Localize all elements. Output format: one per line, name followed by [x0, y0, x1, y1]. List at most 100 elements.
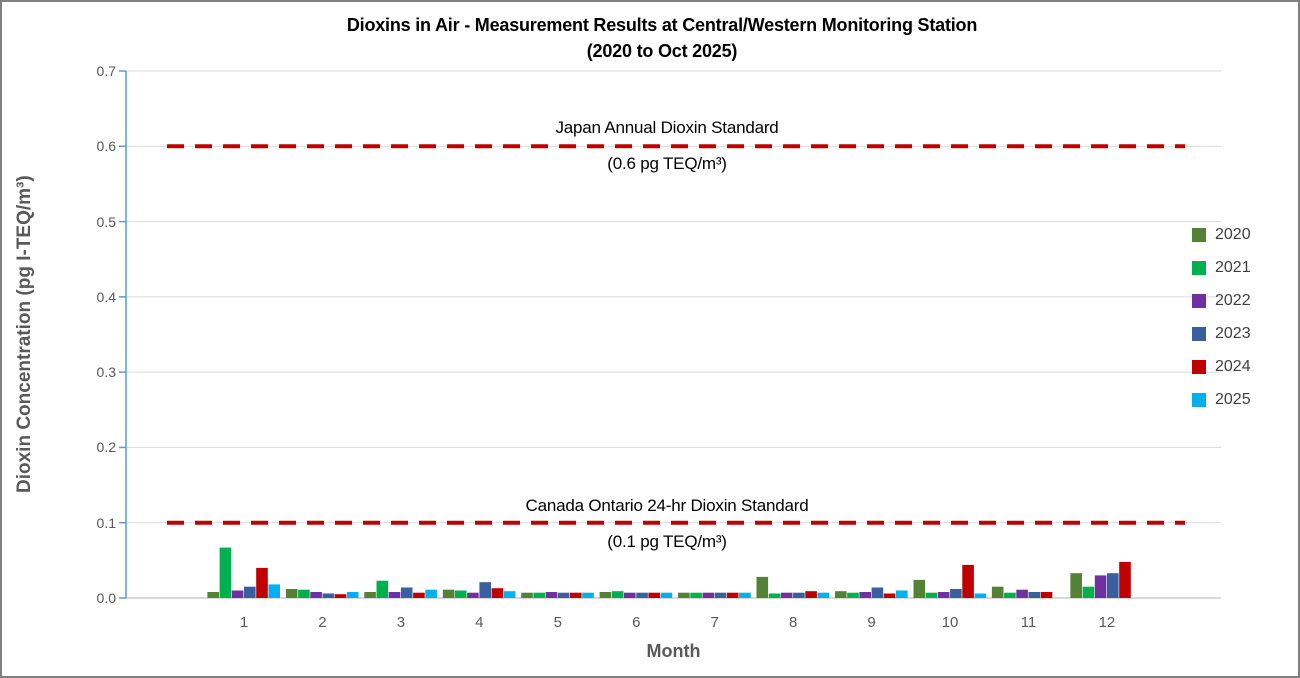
legend-label: 2023	[1215, 324, 1251, 342]
bar-2022-month-10	[937, 592, 950, 598]
legend-swatch-icon	[1192, 227, 1206, 242]
x-tick-label: 8	[788, 614, 798, 631]
legend-label: 2025	[1215, 390, 1251, 408]
y-tick-label: 0.2	[96, 439, 116, 456]
bar-2023-month-8	[793, 592, 805, 598]
bar-2020-month-8	[756, 576, 769, 598]
legend-swatch-icon	[1192, 359, 1206, 374]
y-tick-label: 0.1	[96, 514, 116, 531]
bar-2020-month-4	[442, 589, 455, 598]
bar-2022-month-2	[310, 592, 322, 598]
bar-2020-month-12	[1070, 573, 1082, 598]
bar-2021-month-3	[376, 580, 389, 598]
bar-2020-month-2	[285, 589, 298, 598]
legend-item-2024: 2024	[1192, 350, 1292, 383]
chart-title-line1: Dioxins in Air - Measurement Results at …	[346, 15, 978, 35]
bar-2024-month-3	[413, 592, 425, 598]
bar-2022-month-3	[388, 592, 401, 598]
bar-2024-month-12	[1119, 561, 1131, 598]
bar-2025-month-1	[268, 584, 280, 598]
bar-2021-month-8	[768, 593, 781, 598]
bar-2023-month-5	[557, 592, 570, 598]
bar-2024-month-1	[256, 567, 268, 598]
canada-standard-value-label: (0.1 pg TEQ/m³)	[607, 532, 727, 551]
bar-2021-month-1	[219, 547, 232, 598]
bar-2023-month-1	[244, 586, 256, 598]
bar-2022-month-9	[859, 592, 871, 598]
bar-2021-month-6	[611, 591, 624, 598]
y-tick-label: 0.3	[96, 364, 116, 381]
bar-2022-month-6	[624, 592, 636, 598]
chart-title-line2: (2020 to Oct 2025)	[586, 41, 738, 61]
bar-2024-month-5	[570, 592, 582, 598]
x-tick-label: 7	[710, 614, 719, 631]
bar-2024-month-4	[491, 588, 504, 598]
x-tick-label: 3	[396, 614, 406, 631]
bar-2025-month-8	[817, 592, 830, 598]
bar-2025-month-7	[739, 592, 751, 598]
bar-2022-month-4	[467, 592, 479, 598]
x-axis-title: Month	[646, 641, 701, 661]
legend-swatch-icon	[1192, 326, 1206, 341]
bar-2025-month-9	[896, 590, 908, 598]
legend-label: 2020	[1215, 225, 1251, 243]
canada-standard-label: Canada Ontario 24-hr Dioxin Standard	[525, 496, 809, 515]
bar-2025-month-3	[425, 589, 437, 598]
bar-2024-month-7	[726, 592, 739, 598]
bar-2020-month-7	[678, 592, 690, 598]
bar-2023-month-12	[1107, 573, 1119, 598]
legend-item-2022: 2022	[1192, 284, 1292, 317]
bar-2021-month-11	[1004, 592, 1016, 598]
bar-2021-month-10	[925, 592, 938, 598]
bar-2021-month-7	[690, 592, 702, 598]
x-tick-label: 5	[553, 614, 562, 631]
bar-2024-month-11	[1040, 592, 1053, 598]
x-tick-label: 10	[941, 614, 959, 631]
bar-2025-month-5	[582, 592, 594, 598]
legend-swatch-icon	[1192, 392, 1206, 407]
legend-item-2025: 2025	[1192, 383, 1292, 416]
y-tick-label: 0.4	[96, 288, 116, 305]
y-tick-label: 0.0	[96, 590, 116, 606]
y-tick-label: 0.5	[96, 213, 116, 230]
japan-standard-value-label: (0.6 pg TEQ/m³)	[607, 154, 727, 173]
legend-item-2023: 2023	[1192, 317, 1292, 350]
bar-2024-month-10	[962, 564, 974, 598]
bar-2023-month-4	[479, 582, 491, 598]
japan-standard-label: Japan Annual Dioxin Standard	[555, 118, 779, 137]
bar-2022-month-8	[780, 592, 793, 598]
bar-2023-month-11	[1028, 592, 1041, 598]
bar-2025-month-4	[503, 591, 516, 598]
bar-2025-month-10	[974, 593, 987, 598]
legend-label: 2022	[1215, 291, 1251, 309]
bar-2021-month-2	[298, 589, 310, 598]
bar-2020-month-6	[599, 592, 612, 598]
bar-2020-month-1	[207, 592, 219, 598]
x-tick-label: 12	[1098, 614, 1116, 631]
legend-item-2020: 2020	[1192, 218, 1292, 251]
bar-2024-month-9	[883, 593, 896, 598]
bar-2020-month-3	[364, 592, 376, 598]
x-tick-label: 4	[475, 614, 484, 631]
x-tick-label: 11	[1020, 614, 1037, 631]
legend-swatch-icon	[1192, 293, 1206, 308]
x-tick-label: 6	[632, 614, 641, 631]
bar-2021-month-4	[454, 590, 467, 598]
bar-2023-month-9	[871, 587, 884, 598]
chart-title: Dioxins in Air - Measurement Results at …	[152, 12, 1172, 64]
y-tick-label: 0.7	[96, 63, 116, 79]
bar-2021-month-12	[1082, 586, 1095, 598]
y-axis-title: Dioxin Concentration (pg I-TEQ/m³)	[14, 175, 35, 494]
legend-label: 2024	[1215, 357, 1251, 375]
bar-2020-month-11	[991, 586, 1004, 598]
bar-2021-month-5	[533, 592, 545, 598]
bar-2023-month-7	[714, 592, 727, 598]
bar-2023-month-10	[950, 589, 962, 598]
bar-2022-month-1	[231, 590, 244, 598]
x-tick-label: 2	[318, 614, 327, 631]
bar-2023-month-2	[322, 593, 335, 598]
bar-2025-month-6	[660, 592, 673, 598]
bar-2020-month-5	[521, 592, 533, 598]
